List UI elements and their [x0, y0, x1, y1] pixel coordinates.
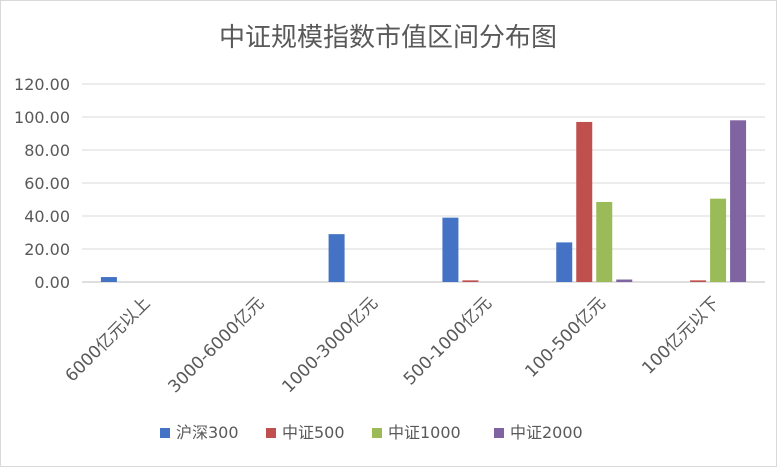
- bar: [596, 201, 613, 282]
- bar: [100, 277, 117, 282]
- legend-swatch: [266, 428, 276, 438]
- y-tick-label: 20.00: [24, 240, 70, 259]
- bar: [576, 121, 593, 282]
- y-tick-label: 60.00: [24, 174, 70, 193]
- bar: [690, 280, 707, 282]
- y-tick-label: 80.00: [24, 141, 70, 160]
- y-axis: 0.00 20.00 40.00 60.00 80.00 100.00 120.00: [14, 75, 70, 292]
- legend-label: 沪深300: [176, 423, 239, 442]
- legend-label: 中证1000: [388, 423, 461, 442]
- bar: [710, 198, 727, 282]
- legend-label: 中证500: [282, 423, 345, 442]
- legend-label: 中证2000: [510, 423, 583, 442]
- bars: [100, 120, 747, 282]
- legend: 沪深300 中证500 中证1000 中证2000: [160, 423, 583, 442]
- y-tick-label: 100.00: [14, 108, 70, 127]
- bar: [462, 280, 479, 282]
- bar: [616, 279, 633, 282]
- bar: [442, 217, 459, 282]
- legend-swatch: [160, 428, 170, 438]
- bar: [328, 234, 345, 282]
- chart-title: 中证规模指数市值区间分布图: [219, 23, 557, 53]
- y-tick-label: 40.00: [24, 207, 70, 226]
- y-tick-label: 120.00: [14, 75, 70, 94]
- legend-swatch: [372, 428, 382, 438]
- bar: [556, 242, 573, 282]
- y-tick-label: 0.00: [34, 273, 70, 292]
- bar: [730, 120, 747, 282]
- gridlines: [82, 83, 765, 283]
- legend-swatch: [494, 428, 504, 438]
